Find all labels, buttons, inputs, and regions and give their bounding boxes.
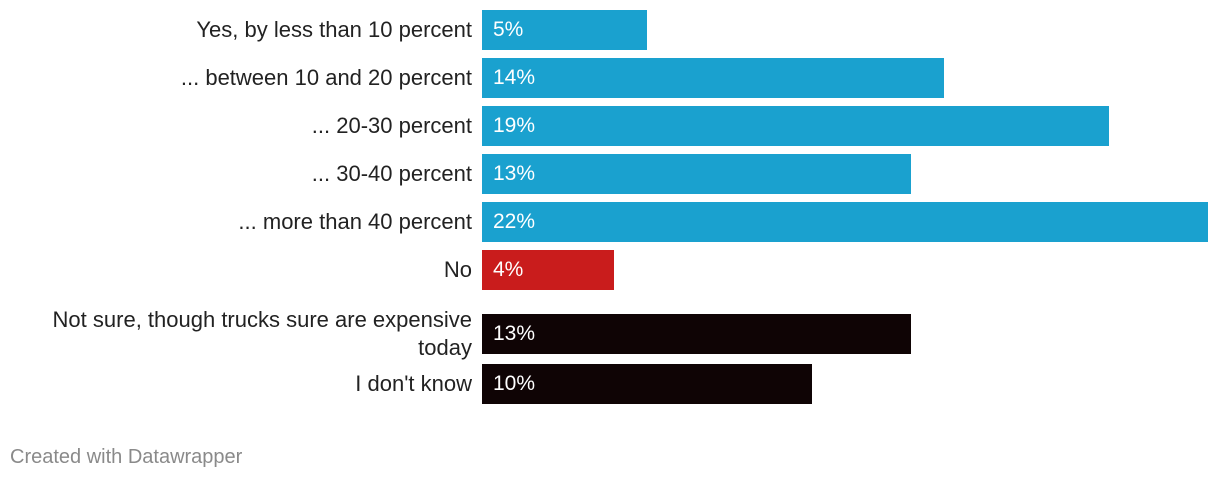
- category-label: ... 30-40 percent: [0, 154, 472, 194]
- bar-row: ... more than 40 percent 22%: [0, 202, 1220, 242]
- category-label-text: I don't know: [355, 371, 472, 396]
- category-label-text: ... 20-30 percent: [311, 113, 472, 138]
- bar: [482, 202, 1208, 242]
- bar-row: ... 30-40 percent 13%: [0, 154, 1220, 194]
- category-label: ... between 10 and 20 percent: [0, 58, 472, 98]
- bar-chart: Yes, by less than 10 percent 5% ... betwee…: [0, 10, 1220, 404]
- category-label-text: Not sure, though trucks sure are expensi…: [52, 307, 472, 360]
- bar: [482, 364, 812, 404]
- category-label-text: ... between 10 and 20 percent: [180, 65, 472, 90]
- bar-row: ... 20-30 percent 19%: [0, 106, 1220, 146]
- bar: [482, 250, 614, 290]
- category-label: No: [0, 250, 472, 290]
- category-label: ... more than 40 percent: [0, 202, 472, 242]
- bar: [482, 314, 911, 354]
- category-label: Yes, by less than 10 percent: [0, 10, 472, 50]
- bar-row: I don't know 10%: [0, 364, 1220, 404]
- category-label-text: ... 30-40 percent: [311, 161, 472, 186]
- bar: [482, 154, 911, 194]
- value-label: 19%: [493, 114, 536, 137]
- bar-row: Not sure, though trucks sure are expensi…: [0, 306, 1220, 362]
- bar: [482, 106, 1109, 146]
- bar-row: ... between 10 and 20 percent 14%: [0, 58, 1220, 98]
- category-label: ... 20-30 percent: [0, 106, 472, 146]
- category-label: Not sure, though trucks sure are expensi…: [0, 306, 472, 362]
- category-label-text: No: [443, 257, 472, 282]
- value-label: 10%: [493, 372, 536, 395]
- value-label: 22%: [493, 210, 536, 233]
- bar: [482, 58, 944, 98]
- bar-row: Yes, by less than 10 percent 5%: [0, 10, 1220, 50]
- value-label: 4%: [493, 258, 524, 281]
- category-label-text: ... more than 40 percent: [238, 209, 472, 234]
- bar: [482, 10, 647, 50]
- category-label-text: Yes, by less than 10 percent: [196, 17, 472, 42]
- bar-row: No 4%: [0, 250, 1220, 290]
- value-label: 13%: [493, 162, 536, 185]
- value-label: 14%: [493, 66, 536, 89]
- datawrapper-credit: Created with Datawrapper: [10, 446, 243, 468]
- value-label: 5%: [493, 18, 524, 41]
- value-label: 13%: [493, 322, 536, 345]
- category-label: I don't know: [0, 364, 472, 404]
